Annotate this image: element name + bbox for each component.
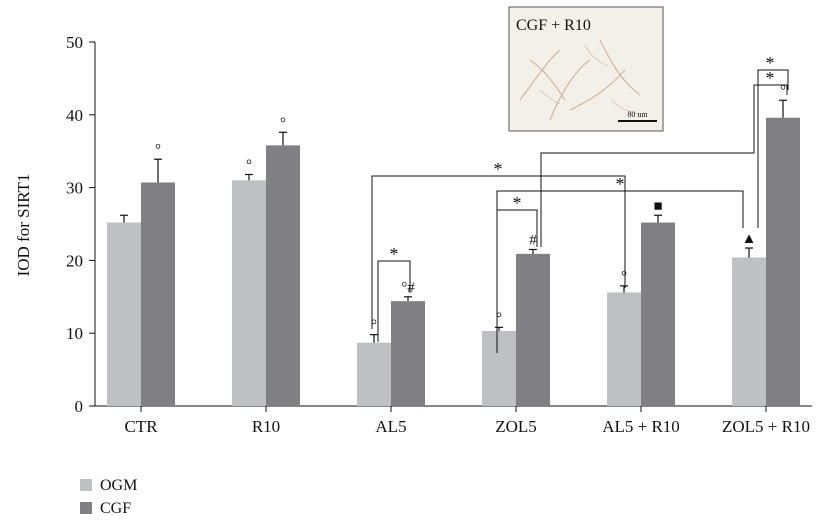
significance-marker: ■ <box>653 198 662 214</box>
significance-marker: # <box>529 232 537 248</box>
significance-stars: * * * * * * <box>390 53 775 264</box>
legend-swatch-cgf <box>80 502 92 514</box>
legend: OGM CGF <box>80 477 137 517</box>
inset-frame <box>508 6 664 132</box>
x-tick-label: ZOL5 + R10 <box>722 417 810 436</box>
significance-marker: °# <box>401 280 415 296</box>
bar-ogm <box>732 257 766 406</box>
significance-marker: ° <box>280 115 286 131</box>
significance-star: * <box>766 53 775 73</box>
y-tick-label: 0 <box>75 397 84 416</box>
bar-cgf <box>766 117 800 406</box>
legend-swatch-ogm <box>80 479 92 491</box>
bar-cgf <box>641 222 675 406</box>
bar-ogm <box>607 292 641 406</box>
bar-cgf <box>141 182 175 406</box>
x-ticks: CTR R10 AL5 ZOL5 AL5 + R10 ZOL5 + R10 <box>124 406 810 436</box>
y-axis-label: IOD for SIRT1 <box>14 174 33 277</box>
inset-cell-stain-2 <box>539 44 641 115</box>
x-tick-label: CTR <box>124 417 158 436</box>
significance-marker: ° <box>246 157 252 173</box>
scale-bar-label: 80 um <box>627 110 648 119</box>
x-tick-label: AL5 <box>375 417 406 436</box>
bracket-al5 <box>377 260 411 342</box>
bracket-al5-alr10 <box>371 175 626 329</box>
x-tick-label: R10 <box>252 417 280 436</box>
inset-label: CGF + R10 <box>516 17 591 34</box>
x-tick-label: AL5 + R10 <box>602 417 680 436</box>
significance-marker: ▲ <box>742 231 757 247</box>
y-tick-label: 10 <box>66 324 83 343</box>
bar-ogm <box>357 342 391 406</box>
bars: °°°°°#°#°■▲° <box>107 83 800 406</box>
y-tick-label: 20 <box>66 251 83 270</box>
significance-marker: ° <box>780 83 786 99</box>
significance-marker: ° <box>155 142 161 158</box>
bar-cgf <box>266 145 300 406</box>
legend-label-ogm: OGM <box>100 477 137 494</box>
bracket-cgf-zolr10 <box>540 84 788 247</box>
significance-marker: ° <box>496 310 502 326</box>
y-tick-label: 30 <box>66 179 83 198</box>
inset-image: CGF + R10 80 um <box>508 6 664 132</box>
y-tick-label: 50 <box>66 33 83 52</box>
bar-cgf <box>391 301 425 406</box>
significance-star: * <box>513 193 522 213</box>
inset-cell-stain <box>519 39 641 121</box>
bar-ogm <box>107 222 141 406</box>
bar-cgf <box>516 253 550 406</box>
y-tick-label: 40 <box>66 106 83 125</box>
significance-star: * <box>766 68 775 88</box>
significance-brackets <box>371 69 789 353</box>
y-ticks: 0 10 20 30 40 50 <box>66 33 95 416</box>
bracket-ogm-cgf-zolr10 <box>757 69 789 228</box>
significance-star: * <box>616 174 625 194</box>
legend-label-cgf: CGF <box>100 500 131 517</box>
bracket-zol5-zolr10 <box>496 190 744 353</box>
significance-star: * <box>494 159 503 179</box>
significance-star: * <box>390 244 399 264</box>
bar-ogm <box>232 180 266 406</box>
significance-marker: ° <box>621 269 627 285</box>
x-tick-label: ZOL5 <box>495 417 537 436</box>
bar-ogm <box>482 331 516 406</box>
significance-marker: ° <box>371 318 377 334</box>
